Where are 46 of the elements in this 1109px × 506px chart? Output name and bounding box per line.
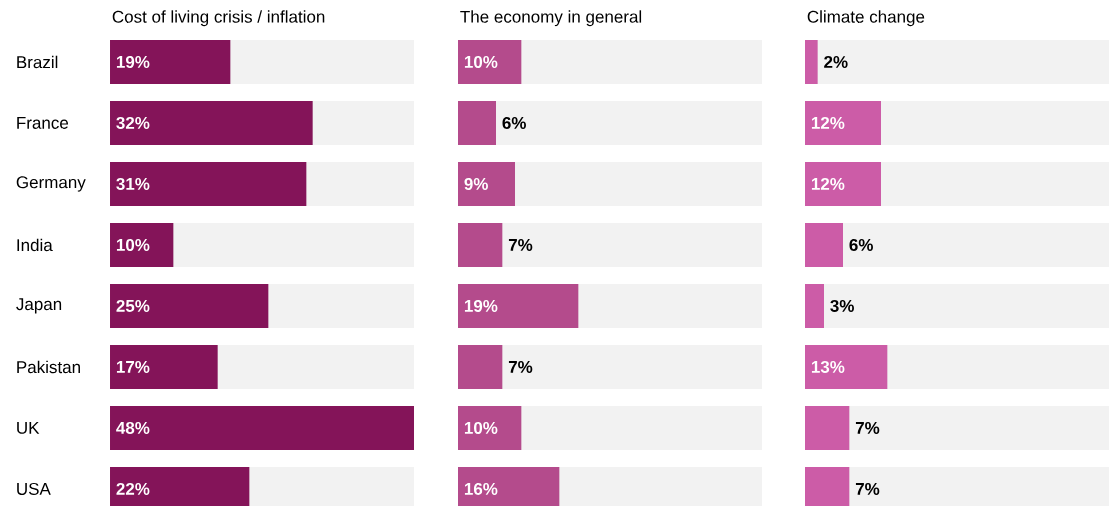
- data-label: 19%: [116, 55, 150, 68]
- y-tick-label: Brazil: [17, 55, 58, 69]
- data-label: 2%: [824, 55, 848, 68]
- data-label: 7%: [508, 360, 533, 373]
- data-label: 7%: [855, 421, 880, 434]
- bar: [458, 101, 497, 145]
- bar: [805, 283, 824, 328]
- data-label: 12%: [811, 177, 845, 190]
- bar: [805, 222, 843, 267]
- data-label: 9%: [464, 177, 488, 190]
- data-label: 19%: [464, 299, 498, 312]
- data-label: 10%: [464, 421, 498, 434]
- data-label: 7%: [855, 482, 880, 495]
- data-label: 32%: [116, 116, 150, 129]
- chart-title: Climate change: [807, 10, 925, 27]
- data-label: 13%: [811, 360, 845, 373]
- data-label: 48%: [116, 421, 150, 434]
- y-tick-label: India: [17, 238, 53, 252]
- y-tick-label: USA: [17, 482, 51, 495]
- data-label: 17%: [116, 360, 150, 373]
- y-tick-label: Japan: [16, 298, 62, 314]
- bar: [805, 40, 818, 84]
- data-label: 22%: [116, 482, 150, 495]
- data-label: 6%: [502, 116, 526, 129]
- data-label: 25%: [116, 299, 150, 312]
- data-label: 12%: [811, 116, 845, 129]
- bar: [458, 161, 516, 206]
- y-tick-label: UK: [17, 421, 40, 434]
- chart-title: Cost of living crisis / inflation: [112, 10, 325, 27]
- data-label: 10%: [116, 238, 150, 251]
- bar: [458, 344, 503, 389]
- data-label: 10%: [464, 55, 498, 68]
- data-label: 6%: [849, 238, 873, 251]
- y-tick-label: Germany: [16, 176, 86, 192]
- bar: [458, 40, 522, 84]
- data-label: 3%: [830, 299, 854, 312]
- bar: [110, 222, 174, 267]
- data-label: 31%: [116, 177, 150, 190]
- bar: [458, 405, 522, 450]
- bar: [805, 405, 850, 450]
- bar: [458, 222, 503, 267]
- data-label: 16%: [464, 482, 498, 495]
- y-tick-label: France: [17, 117, 69, 129]
- data-label: 7%: [508, 238, 533, 251]
- chart-title: The economy in general: [460, 10, 642, 27]
- y-tick-label: Pakistan: [17, 360, 80, 374]
